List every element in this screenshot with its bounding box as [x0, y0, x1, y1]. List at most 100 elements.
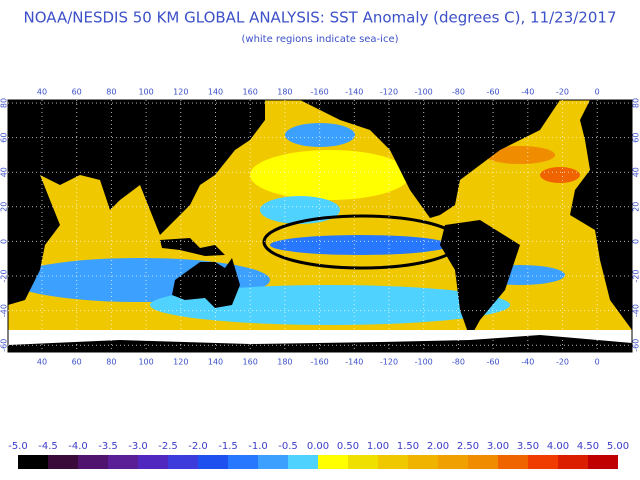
latitude-label: -20 — [0, 269, 9, 282]
colorbar-swatch — [438, 455, 468, 469]
longitude-label: 160 — [243, 88, 258, 97]
land — [160, 238, 225, 256]
longitude-label: -100 — [415, 88, 433, 97]
longitude-label: -60 — [487, 88, 500, 97]
latitude-label: 80 — [632, 98, 640, 108]
latitude-label: 20 — [632, 202, 640, 212]
colorbar-swatch — [498, 455, 528, 469]
latitude-label: 0 — [632, 239, 640, 244]
latitude-label: -40 — [632, 304, 640, 317]
anomaly-patch — [270, 235, 450, 255]
longitude-label: 140 — [208, 88, 223, 97]
land — [172, 258, 240, 308]
highlight-ellipse — [262, 214, 462, 270]
longitude-label: 80 — [106, 88, 116, 97]
longitude-label: 120 — [173, 358, 188, 367]
title: NOAA/NESDIS 50 KM GLOBAL ANALYSIS: SST A… — [24, 9, 617, 27]
anomaly-patch — [540, 167, 580, 183]
longitude-label: 0 — [595, 358, 600, 367]
colorbar-label: 1.50 — [397, 441, 419, 452]
longitude-label: -80 — [452, 358, 465, 367]
longitude-label: 100 — [138, 88, 153, 97]
colorbar-label: 2.50 — [457, 441, 479, 452]
longitude-label: -140 — [345, 358, 363, 367]
colorbar-label: -2.5 — [158, 441, 178, 452]
colorbar-label: -4.5 — [38, 441, 58, 452]
longitude-label: 40 — [37, 358, 47, 367]
longitude-label: 120 — [173, 88, 188, 97]
longitude-label: 100 — [138, 358, 153, 367]
longitude-label: 140 — [208, 358, 223, 367]
longitude-label: 80 — [106, 358, 116, 367]
colorbar-swatch — [348, 455, 378, 469]
latitude-label: 60 — [0, 133, 9, 143]
longitude-label: 160 — [243, 358, 258, 367]
longitude-label: -20 — [556, 88, 569, 97]
colorbar-label: 4.00 — [547, 441, 569, 452]
colorbar-label: -5.0 — [8, 441, 28, 452]
longitude-label: -40 — [521, 358, 534, 367]
land — [570, 100, 632, 330]
longitude-label: 180 — [277, 88, 292, 97]
colorbar-label: -1.5 — [218, 441, 238, 452]
colorbar-swatch — [78, 455, 108, 469]
colorbar-swatch — [18, 455, 48, 469]
latitude-label: -20 — [632, 269, 640, 282]
colorbar-label: 0.00 — [307, 441, 329, 452]
land — [300, 100, 560, 218]
latitude-label: 40 — [632, 167, 640, 177]
latitude-label: 80 — [0, 98, 9, 108]
colorbar-label: -2.0 — [188, 441, 208, 452]
colorbar-swatch — [468, 455, 498, 469]
anomaly-patch — [485, 146, 555, 164]
anomaly-patch — [250, 150, 410, 200]
colorbar-swatch — [528, 455, 558, 469]
longitude-label: -120 — [380, 88, 398, 97]
longitude-label: 60 — [72, 88, 82, 97]
colorbar-label: 4.50 — [577, 441, 599, 452]
anomaly-patch — [150, 285, 510, 325]
colorbar-swatch — [288, 455, 318, 469]
longitude-label: 60 — [72, 358, 82, 367]
latitude-label: -60 — [0, 339, 9, 352]
anomaly-patch — [260, 196, 340, 224]
graticule — [8, 100, 632, 352]
longitude-label: -160 — [311, 88, 329, 97]
colorbar-swatch — [378, 455, 408, 469]
colorbar-label: 0.50 — [337, 441, 359, 452]
colorbar-swatch — [228, 455, 258, 469]
subtitle: (white regions indicate sea-ice) — [241, 34, 398, 45]
latitude-label: -60 — [632, 339, 640, 352]
longitude-label: -20 — [556, 358, 569, 367]
colorbar: -5.0 -4.5 -4.0 -3.5 -3.0 -2.5 -2.0 -1.5 -1.0 -0.5… — [8, 441, 629, 469]
longitude-label: -100 — [415, 358, 433, 367]
land — [8, 100, 265, 235]
longitude-label: 40 — [37, 88, 47, 97]
colorbar-swatch — [408, 455, 438, 469]
colorbar-label: -3.5 — [98, 441, 118, 452]
axis-labels: 40 40 60 60 80 80 100 100 120 120 140 140 160 160 180 1… — [0, 88, 640, 367]
longitude-label: -60 — [487, 358, 500, 367]
land — [8, 335, 632, 352]
colorbar-swatch — [138, 455, 168, 469]
longitude-label: -40 — [521, 88, 534, 97]
colorbar-swatch — [198, 455, 228, 469]
longitude-label: 180 — [277, 358, 292, 367]
colorbar-label: 5.00 — [607, 441, 629, 452]
anomaly-patch — [285, 123, 355, 147]
colorbar-label: -1.0 — [248, 441, 268, 452]
latitude-label: 40 — [0, 167, 9, 177]
colorbar-swatch — [168, 455, 198, 469]
land — [440, 220, 520, 338]
latitude-label: 20 — [0, 202, 9, 212]
longitude-label: -140 — [345, 88, 363, 97]
colorbar-label: -3.0 — [128, 441, 148, 452]
latitude-label: -40 — [0, 304, 9, 317]
colorbar-label: 3.50 — [517, 441, 539, 452]
colorbar-swatch — [258, 455, 288, 469]
colorbar-swatch — [48, 455, 78, 469]
colorbar-label: -4.0 — [68, 441, 88, 452]
land — [8, 160, 60, 305]
longitude-label: -120 — [380, 358, 398, 367]
